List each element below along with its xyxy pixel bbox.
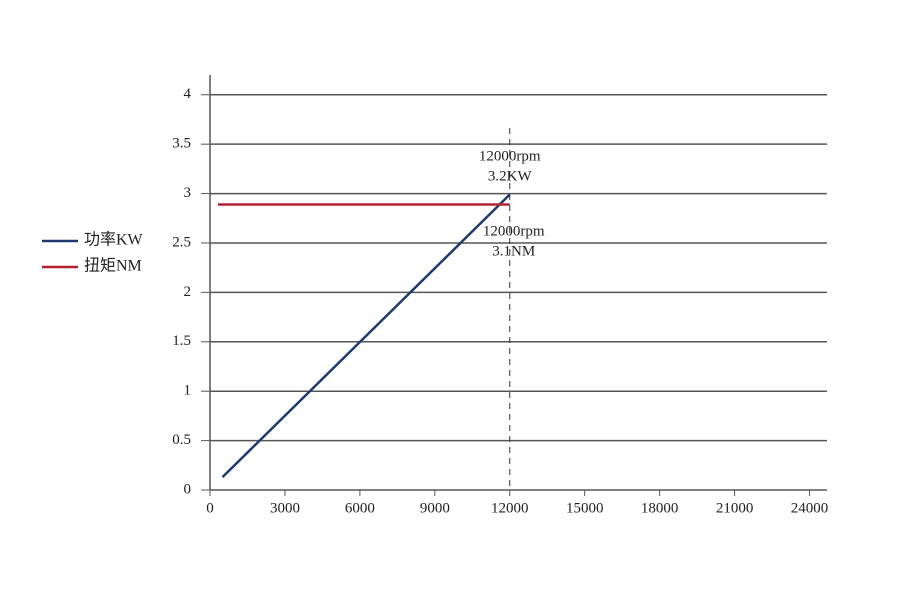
legend-label: 功率KW <box>84 231 144 249</box>
x-tick-label: 0 <box>206 500 214 516</box>
y-tick-label: 3.5 <box>172 136 191 152</box>
annotation: 12000rpm <box>479 148 541 164</box>
series-line <box>221 193 511 479</box>
y-tick-label: 2 <box>184 284 192 300</box>
x-tick-label: 9000 <box>420 500 450 516</box>
x-tick-label: 3000 <box>270 500 300 516</box>
y-tick-label: 1.5 <box>172 333 191 349</box>
y-tick-label: 2.5 <box>172 234 191 250</box>
x-tick-label: 24000 <box>791 500 829 516</box>
x-tick-label: 12000 <box>491 500 529 516</box>
legend-label: 扭矩NM <box>84 257 142 275</box>
y-tick-label: 1 <box>184 383 192 399</box>
y-tick-label: 4 <box>184 86 192 102</box>
annotation: 3.1NM <box>492 243 535 259</box>
annotation: 12000rpm <box>483 223 545 239</box>
x-tick-label: 18000 <box>641 500 679 516</box>
annotation: 3.2KW <box>488 168 533 184</box>
y-tick-label: 3 <box>184 185 192 201</box>
y-tick-label: 0 <box>184 481 192 497</box>
x-tick-label: 21000 <box>716 500 754 516</box>
x-tick-label: 6000 <box>345 500 375 516</box>
y-tick-label: 0.5 <box>172 432 191 448</box>
x-tick-label: 15000 <box>566 500 604 516</box>
